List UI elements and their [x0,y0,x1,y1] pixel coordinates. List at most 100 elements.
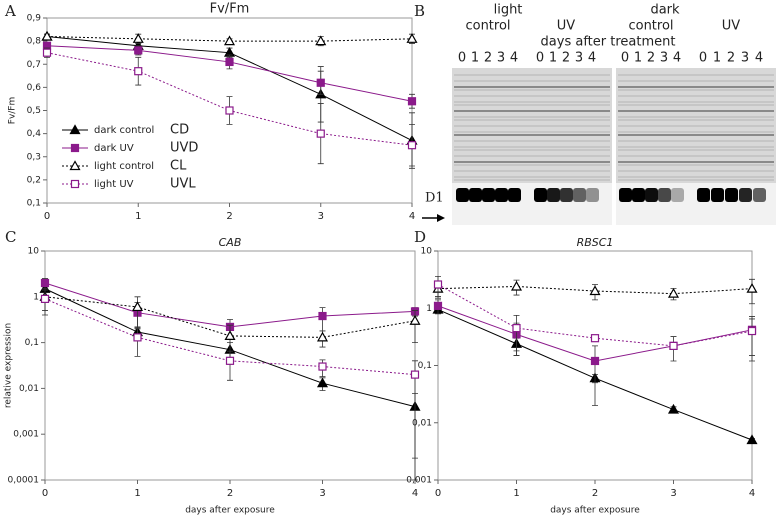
marker [406,33,418,43]
marker [433,301,443,310]
error-bar [592,345,598,406]
series [41,30,418,47]
marker [40,294,50,303]
gel-condition: dark [650,3,680,18]
y-tick-label: 0,01 [412,418,432,428]
error-bar [134,327,141,357]
marker [407,141,417,150]
marker [510,280,523,291]
chart-title: RBSC1 [577,236,614,249]
marker [746,282,758,293]
legend-abbr: CD [170,123,189,138]
marker [225,57,234,67]
marker [132,33,144,43]
y-axis-label: Fv/Fm [8,97,18,124]
y-tick-label: 0,2 [27,175,41,185]
blot-band [456,188,469,202]
y-tick-label: 1 [426,304,432,314]
x-tick-label: 1 [135,211,141,222]
blot-band [753,188,766,202]
blot-band [573,188,586,202]
marker [224,330,236,341]
marker [42,48,52,57]
marker [225,106,234,115]
marker [318,362,327,371]
marker [512,324,521,333]
y-tick-label: 0,3 [27,152,41,162]
gel-caption: days after treatment [541,35,676,50]
panel-letter: A [4,2,16,20]
lane-label: 0 [536,51,544,66]
chart-title: CAB [219,236,242,249]
x-tick-label: 3 [318,211,324,222]
gel-condition: light [494,3,523,18]
lane-label: 4 [755,51,763,66]
blot-band [469,188,482,202]
lane-label: 0 [699,51,707,66]
marker [225,356,235,365]
lane-label: 1 [634,51,642,66]
marker [407,97,417,106]
blot-band [711,188,724,202]
y-tick-label: 0,01 [19,384,39,394]
x-tick-label: 0 [44,211,50,222]
x-tick-label: 0 [435,488,441,499]
series [42,41,417,109]
legend-label: dark control [94,125,154,136]
marker [69,124,81,135]
blot-band [508,188,521,202]
blot-band [697,188,710,202]
y-tick-label: 0,0001 [8,476,40,486]
y-tick-label: 0,6 [27,83,42,93]
marker [746,434,758,445]
x-tick-label: 2 [592,488,598,499]
series [42,47,417,167]
lane-label: 2 [562,51,570,66]
marker [667,287,680,298]
lane-label: 2 [484,51,492,66]
marker [69,160,81,171]
lane-label: 3 [575,51,583,66]
marker [747,326,757,336]
y-tick-label: 0,1 [27,199,41,209]
blot-band [619,188,632,202]
marker [590,334,600,343]
y-tick-label: 0,1 [25,338,39,348]
marker [40,278,50,288]
marker [316,331,329,342]
lane-label: 0 [458,51,466,66]
marker [316,129,325,138]
x-axis-label: days after exposure [550,506,640,516]
panel-letter: C [5,228,16,246]
marker [134,67,143,76]
y-tick-label: 0,5 [27,106,41,116]
x-tick-label: 3 [670,488,676,499]
marker [589,285,601,296]
marker [131,301,144,312]
y-axis-label: relative expression [4,323,14,408]
chart-title: Fv/Fm [210,2,250,17]
x-tick-label: 1 [513,488,519,499]
y-tick-label: 0,1 [418,361,432,371]
legend-abbr: UVL [170,177,196,192]
blot-band [632,188,645,202]
x-tick-label: 1 [134,488,140,499]
marker [667,403,680,414]
marker [70,179,80,189]
lane-label: 1 [471,51,479,66]
blot-band [658,188,671,202]
blot-band [645,188,658,202]
marker [315,35,327,46]
y-tick-label: 0,001 [406,476,432,486]
marker [318,311,327,321]
lane-label: 4 [510,51,518,66]
y-tick-label: 0,001 [13,430,39,440]
error-bar [513,315,520,356]
arrow [422,214,445,222]
blot-band [586,188,599,202]
gel-group: control [628,19,673,34]
error-bar [227,350,233,381]
lane-label: 1 [549,51,557,66]
x-tick-label: 2 [227,488,233,499]
lane-label: 3 [660,51,668,66]
